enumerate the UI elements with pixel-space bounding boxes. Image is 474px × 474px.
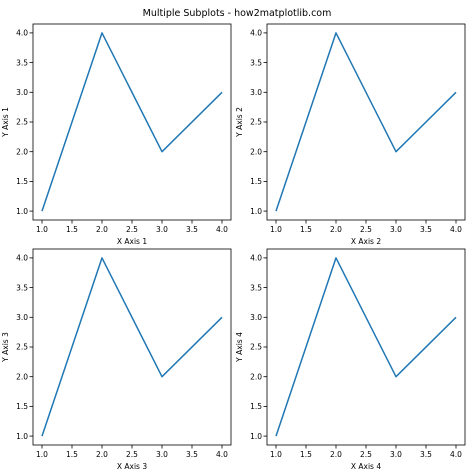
subplot-3: 1.0 1.5 2.0 2.5 3.0 3.5 4.0 1.0 1.5 2.0 2.5 3.0 3.5 4… bbox=[1, 248, 232, 471]
subplot-3-series-line bbox=[41, 257, 223, 437]
figure-title: Multiple Subplots - how2matplotlib.com bbox=[143, 8, 332, 19]
subplot-3-y-tick-label: 4.0 bbox=[16, 254, 28, 263]
subplot-3-x-tick-label: 3.0 bbox=[156, 450, 168, 459]
subplot-1-x-tick-label: 3.5 bbox=[186, 225, 198, 234]
subplot-3-y-tick-label: 3.0 bbox=[16, 313, 28, 322]
subplot-1-y-axis-label: Y Axis 1 bbox=[1, 107, 10, 138]
subplot-1-x-tick-label: 1.5 bbox=[66, 225, 78, 234]
subplot-1-y-tick-label: 1.0 bbox=[16, 207, 28, 216]
subplot-1-y-tick-label: 4.0 bbox=[16, 29, 28, 38]
subplot-3-x-axis-label: X Axis 3 bbox=[117, 462, 147, 471]
subplot-1-y-tick-label: 1.5 bbox=[16, 177, 28, 186]
subplot-2-x-tick-label: 2.0 bbox=[330, 225, 342, 234]
subplot-3-frame bbox=[32, 248, 232, 446]
subplot-4-y-tick-label: 4.0 bbox=[250, 254, 262, 263]
subplot-1-x-tick-label: 4.0 bbox=[216, 225, 228, 234]
subplot-4-frame bbox=[266, 248, 466, 446]
subplot-3-x-tick-label: 4.0 bbox=[216, 450, 228, 459]
subplot-4-x-tick-label: 2.5 bbox=[360, 450, 372, 459]
subplot-4-x-tick-label: 1.0 bbox=[270, 450, 282, 459]
subplot-1: 1.0 1.5 2.0 2.5 3.0 3.5 4.0 1.0 1.5 2.0 2.5 3.0 3.5 4… bbox=[1, 23, 232, 246]
subplot-2-y-tick-label: 2.5 bbox=[250, 118, 262, 127]
subplot-4-x-axis-label: X Axis 4 bbox=[351, 462, 381, 471]
subplot-2-x-tick-label: 1.0 bbox=[270, 225, 282, 234]
subplot-1-x-tick-label: 2.5 bbox=[126, 225, 138, 234]
subplot-1-x-axis-label: X Axis 1 bbox=[117, 237, 147, 246]
subplot-2-y-tick-label: 2.0 bbox=[250, 147, 262, 156]
subplot-1-x-tick-label: 3.0 bbox=[156, 225, 168, 234]
subplot-4-y-tick-label: 1.0 bbox=[250, 432, 262, 441]
subplot-3-y-tick-label: 1.0 bbox=[16, 432, 28, 441]
subplot-3-y-tick-label: 2.0 bbox=[16, 372, 28, 381]
subplot-4-x-tick-label: 4.0 bbox=[450, 450, 462, 459]
subplot-3-x-tick-label: 3.5 bbox=[186, 450, 198, 459]
subplot-2-x-tick-label: 1.5 bbox=[300, 225, 312, 234]
subplot-2-x-axis-label: X Axis 2 bbox=[351, 237, 381, 246]
subplot-3-y-tick-label: 1.5 bbox=[16, 402, 28, 411]
subplot-4-y-tick-label: 3.0 bbox=[250, 313, 262, 322]
subplot-2-x-tick-label: 3.5 bbox=[420, 225, 432, 234]
subplot-2-y-tick-label: 3.0 bbox=[250, 88, 262, 97]
subplot-4-y-tick-label: 2.0 bbox=[250, 372, 262, 381]
subplot-3-x-tick-label: 1.5 bbox=[66, 450, 78, 459]
subplot-2-series-line bbox=[275, 32, 457, 212]
subplot-1-frame bbox=[32, 23, 232, 221]
subplot-2-frame bbox=[266, 23, 466, 221]
subplot-4-x-tick-label: 1.5 bbox=[300, 450, 312, 459]
subplot-1-y-tick-label: 3.0 bbox=[16, 88, 28, 97]
subplot-4-y-tick-label: 2.5 bbox=[250, 343, 262, 352]
subplot-4-y-axis-label: Y Axis 4 bbox=[235, 332, 244, 363]
subplot-1-x-tick-label: 1.0 bbox=[36, 225, 48, 234]
subplot-3-y-tick-label: 3.5 bbox=[16, 283, 28, 292]
subplot-2: 1.0 1.5 2.0 2.5 3.0 3.5 4.0 1.0 1.5 2.0 2.5 3.0 3.5 4… bbox=[235, 23, 466, 246]
subplot-1-y-tick-label: 3.5 bbox=[16, 58, 28, 67]
subplot-4-series-line bbox=[275, 257, 457, 437]
subplot-2-y-axis-label: Y Axis 2 bbox=[235, 107, 244, 138]
subplot-2-y-tick-label: 1.5 bbox=[250, 177, 262, 186]
subplot-1-x-tick-label: 2.0 bbox=[96, 225, 108, 234]
subplot-2-x-tick-label: 2.5 bbox=[360, 225, 372, 234]
subplot-2-y-tick-label: 1.0 bbox=[250, 207, 262, 216]
subplot-3-y-axis-label: Y Axis 3 bbox=[1, 332, 10, 363]
subplot-4: 1.0 1.5 2.0 2.5 3.0 3.5 4.0 1.0 1.5 2.0 2.5 3.0 3.5 4… bbox=[235, 248, 466, 471]
subplot-2-x-tick-label: 4.0 bbox=[450, 225, 462, 234]
subplot-4-x-tick-label: 3.0 bbox=[390, 450, 402, 459]
subplot-1-y-tick-label: 2.5 bbox=[16, 118, 28, 127]
subplot-2-x-tick-label: 3.0 bbox=[390, 225, 402, 234]
subplot-3-x-tick-label: 1.0 bbox=[36, 450, 48, 459]
subplot-4-x-tick-label: 3.5 bbox=[420, 450, 432, 459]
subplot-4-x-tick-label: 2.0 bbox=[330, 450, 342, 459]
subplot-4-y-tick-label: 1.5 bbox=[250, 402, 262, 411]
subplot-4-y-tick-label: 3.5 bbox=[250, 283, 262, 292]
subplot-1-series-line bbox=[41, 32, 223, 212]
subplot-3-y-tick-label: 2.5 bbox=[16, 343, 28, 352]
subplot-2-y-tick-label: 4.0 bbox=[250, 29, 262, 38]
subplot-1-y-tick-label: 2.0 bbox=[16, 147, 28, 156]
subplot-2-y-tick-label: 3.5 bbox=[250, 58, 262, 67]
subplot-3-x-tick-label: 2.0 bbox=[96, 450, 108, 459]
subplot-3-x-tick-label: 2.5 bbox=[126, 450, 138, 459]
